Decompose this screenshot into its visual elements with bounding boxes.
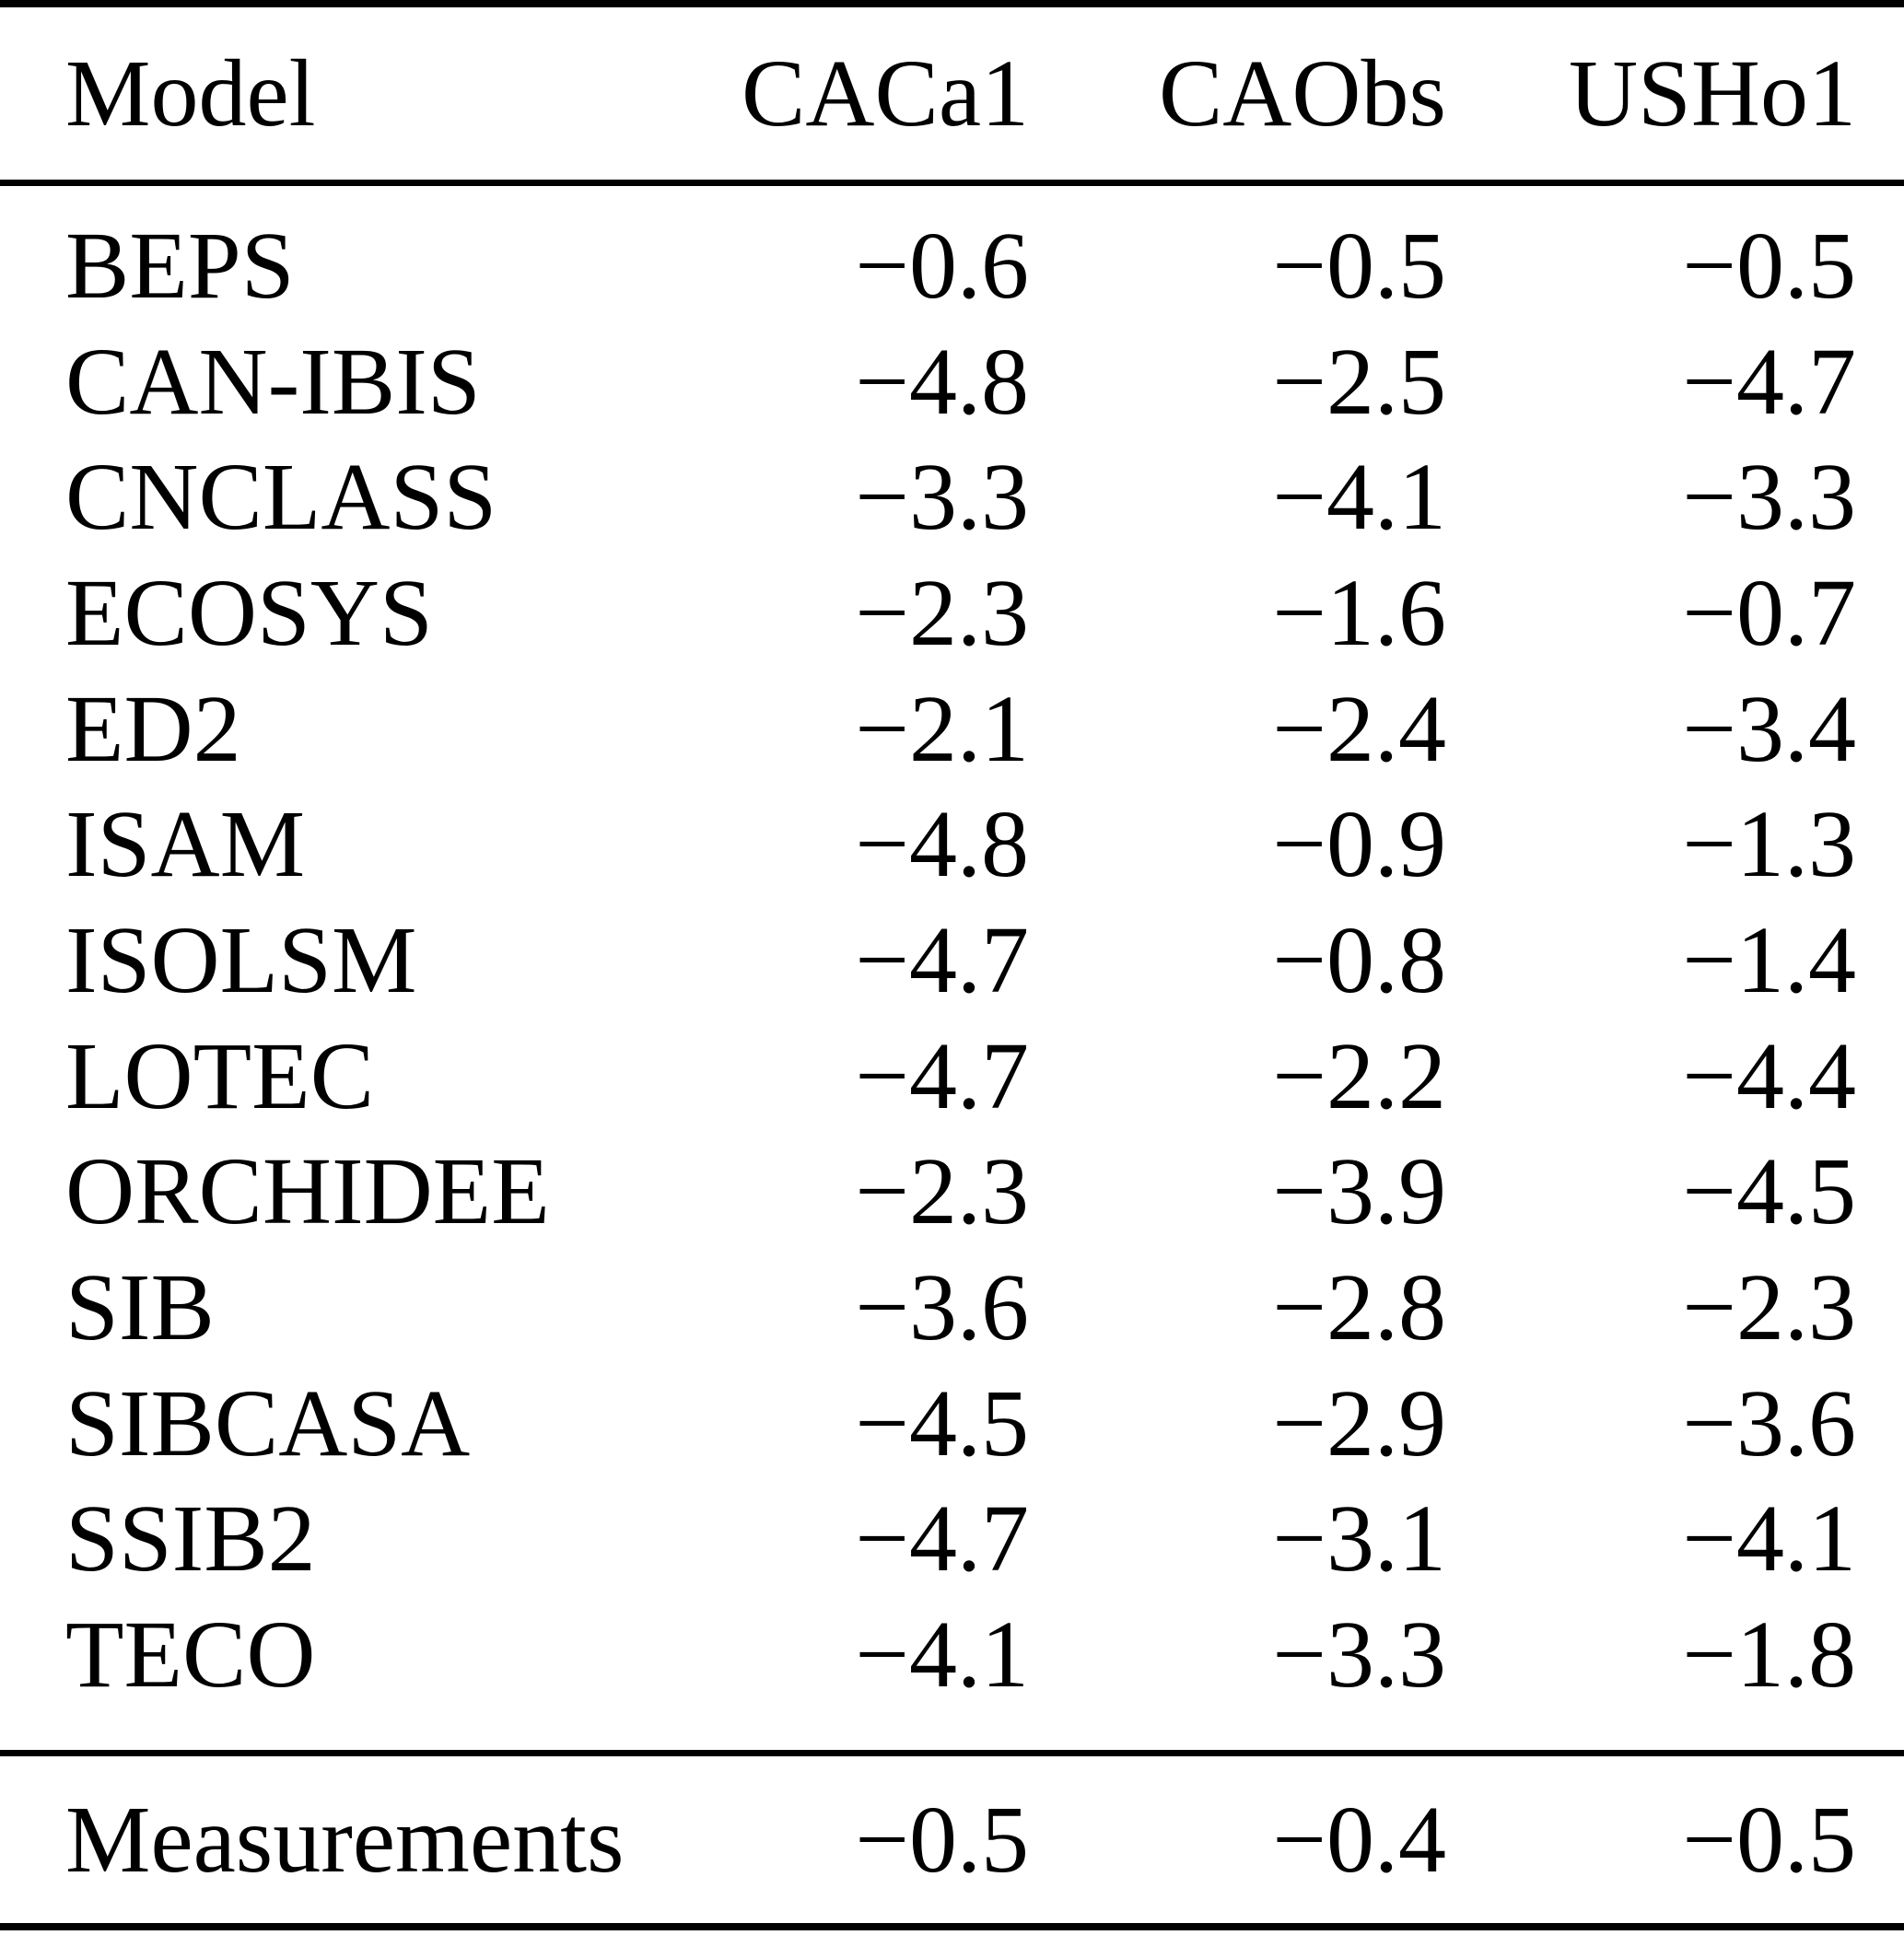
table-row: ISAM −4.8 −0.9 −1.3: [0, 787, 1904, 903]
value-cell-usho1: −0.5: [1682, 212, 1856, 319]
value-cell-usho1: −1.4: [1682, 906, 1856, 1013]
model-name-cell: ECOSYS: [65, 559, 433, 666]
model-name-cell: LOTEC: [65, 1022, 375, 1129]
table-row: SSIB2 −4.7 −3.1 −4.1: [0, 1482, 1904, 1598]
value-cell-caca1: −2.3: [855, 1138, 1029, 1245]
value-cell-caca1: −0.6: [855, 212, 1029, 319]
column-header-usho1: USHo1: [1568, 40, 1856, 146]
table-row: TECO −4.1 −3.3 −1.8: [0, 1597, 1904, 1713]
footer-separator-rule: [0, 1750, 1904, 1756]
value-cell-caca1: −2.3: [855, 559, 1029, 666]
column-header-caca1: CACa1: [742, 40, 1029, 146]
value-cell-caobs: −1.6: [1272, 559, 1446, 666]
value-cell-caobs: −0.8: [1272, 906, 1446, 1013]
table-row: CNCLASS −3.3 −4.1 −3.3: [0, 439, 1904, 555]
model-name-cell: SIB: [65, 1254, 215, 1361]
table-row: ECOSYS −2.3 −1.6 −0.7: [0, 555, 1904, 671]
model-name-cell: BEPS: [65, 212, 295, 319]
table-row: ISOLSM −4.7 −0.8 −1.4: [0, 903, 1904, 1019]
value-cell-caca1: −4.7: [855, 1486, 1029, 1592]
table-header-row: Model CACa1 CAObs USHo1: [0, 7, 1904, 180]
table-row: BEPS −0.6 −0.5 −0.5: [0, 208, 1904, 324]
table-row: LOTEC −4.7 −2.2 −4.4: [0, 1019, 1904, 1135]
table-row: SIB −3.6 −2.8 −2.3: [0, 1250, 1904, 1366]
value-cell-caobs: −2.2: [1272, 1022, 1446, 1129]
value-cell-caobs: −3.3: [1272, 1602, 1446, 1708]
value-cell-caca1: −4.8: [855, 328, 1029, 435]
value-cell-usho1: −4.7: [1682, 328, 1856, 435]
value-cell-caobs: −0.5: [1272, 212, 1446, 319]
measurements-value-caobs: −0.4: [1272, 1786, 1446, 1893]
value-cell-caobs: −3.1: [1272, 1486, 1446, 1592]
table-bottom-rule: [0, 1923, 1904, 1930]
value-cell-caobs: −2.4: [1272, 675, 1446, 782]
model-name-cell: SIBCASA: [65, 1370, 471, 1476]
value-cell-usho1: −3.6: [1682, 1370, 1856, 1476]
measurements-row: Measurements −0.5 −0.4 −0.5: [0, 1756, 1904, 1923]
measurements-value-usho1: −0.5: [1682, 1786, 1856, 1893]
value-cell-caobs: −4.1: [1272, 444, 1446, 551]
model-name-cell: SSIB2: [65, 1486, 316, 1592]
table-body: BEPS −0.6 −0.5 −0.5 CAN-IBIS −4.8 −2.5 −4.7 CNCL…: [0, 186, 1904, 1750]
value-cell-usho1: −3.4: [1682, 675, 1856, 782]
value-cell-caobs: −2.5: [1272, 328, 1446, 435]
measurements-label: Measurements: [65, 1786, 625, 1893]
value-cell-caca1: −4.7: [855, 906, 1029, 1013]
measurements-value-caca1: −0.5: [855, 1786, 1029, 1893]
model-name-cell: CNCLASS: [65, 444, 497, 551]
value-cell-usho1: −1.3: [1682, 791, 1856, 898]
table-row: CAN-IBIS −4.8 −2.5 −4.7: [0, 324, 1904, 440]
value-cell-caca1: −3.3: [855, 444, 1029, 551]
model-name-cell: TECO: [65, 1602, 316, 1708]
model-name-cell: ISAM: [65, 791, 306, 898]
value-cell-usho1: −2.3: [1682, 1254, 1856, 1361]
column-header-caobs: CAObs: [1158, 40, 1446, 146]
value-cell-caca1: −4.1: [855, 1602, 1029, 1708]
model-name-cell: ED2: [65, 675, 241, 782]
value-cell-caobs: −2.8: [1272, 1254, 1446, 1361]
value-cell-caca1: −4.7: [855, 1022, 1029, 1129]
table-top-rule: [0, 0, 1904, 7]
value-cell-caca1: −3.6: [855, 1254, 1029, 1361]
value-cell-usho1: −3.3: [1682, 444, 1856, 551]
value-cell-usho1: −4.1: [1682, 1486, 1856, 1592]
column-header-model: Model: [65, 40, 316, 146]
header-separator-rule: [0, 180, 1904, 186]
value-cell-usho1: −4.4: [1682, 1022, 1856, 1129]
value-cell-usho1: −1.8: [1682, 1602, 1856, 1708]
table-row: ED2 −2.1 −2.4 −3.4: [0, 671, 1904, 787]
value-cell-caobs: −3.9: [1272, 1138, 1446, 1245]
value-cell-usho1: −4.5: [1682, 1138, 1856, 1245]
value-cell-caca1: −2.1: [855, 675, 1029, 782]
model-name-cell: ISOLSM: [65, 906, 417, 1013]
table-row: SIBCASA −4.5 −2.9 −3.6: [0, 1366, 1904, 1482]
value-cell-caca1: −4.5: [855, 1370, 1029, 1476]
value-cell-usho1: −0.7: [1682, 559, 1856, 666]
value-cell-caobs: −2.9: [1272, 1370, 1446, 1476]
model-name-cell: CAN-IBIS: [65, 328, 481, 435]
model-name-cell: ORCHIDEE: [65, 1138, 550, 1245]
value-cell-caobs: −0.9: [1272, 791, 1446, 898]
value-cell-caca1: −4.8: [855, 791, 1029, 898]
table-row: ORCHIDEE −2.3 −3.9 −4.5: [0, 1135, 1904, 1251]
